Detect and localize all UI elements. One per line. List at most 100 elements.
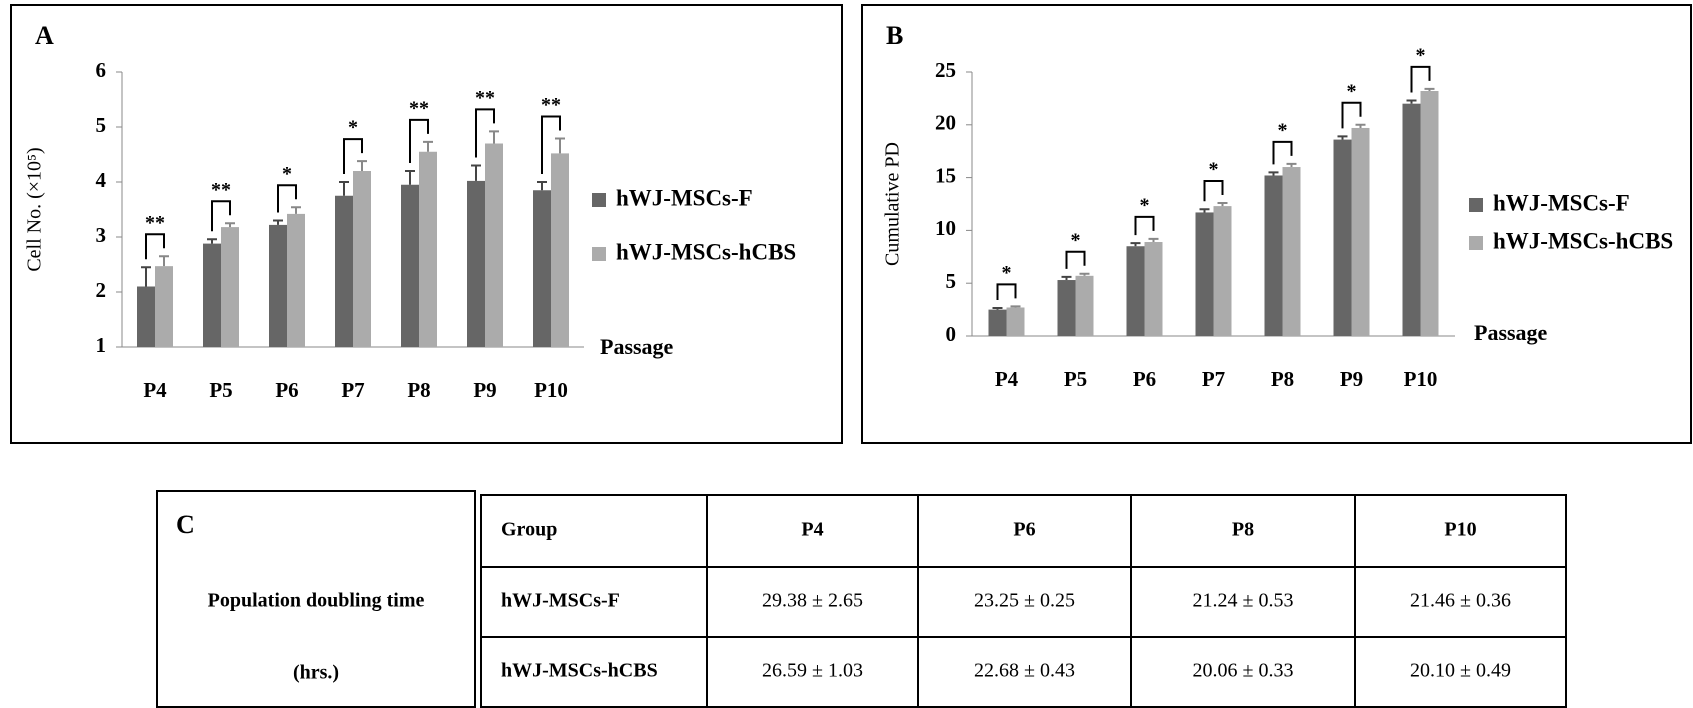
bar — [353, 171, 371, 347]
error-bar — [339, 182, 349, 196]
error-bar — [1131, 243, 1141, 246]
error-bar — [405, 171, 415, 185]
significance-label: ** — [145, 212, 165, 234]
table-cell: 22.68 ± 0.43 — [974, 660, 1075, 682]
legend-swatch — [1469, 236, 1483, 250]
table-cell: 29.38 ± 2.65 — [762, 590, 863, 612]
significance-bracket — [212, 201, 230, 231]
bar — [1403, 104, 1421, 336]
y-tick-label: 2 — [96, 278, 107, 302]
bar — [533, 190, 551, 347]
x-tick-label: P5 — [209, 378, 232, 402]
x-tick-label: P7 — [1202, 367, 1225, 391]
error-bar — [357, 161, 367, 171]
bar — [551, 153, 569, 347]
figure: A123456Cell No. (×10⁵)PassageP4**P5**P6*… — [0, 0, 1693, 708]
bar — [137, 287, 155, 348]
significance-label: * — [1347, 80, 1357, 102]
significance-label: * — [1140, 194, 1150, 216]
table-header: P8 — [1232, 519, 1254, 541]
error-bar — [1062, 277, 1072, 280]
significance-label: * — [1416, 44, 1426, 66]
legend-label: hWJ-MSCs-hCBS — [616, 239, 796, 264]
bar — [1145, 242, 1163, 336]
significance-label: ** — [211, 179, 231, 201]
bar — [1283, 167, 1301, 336]
x-tick-label: P6 — [275, 378, 298, 402]
bar — [401, 185, 419, 347]
error-bar — [159, 256, 169, 266]
x-axis-label: Passage — [1474, 320, 1548, 345]
significance-bracket — [1274, 142, 1292, 164]
bar — [1352, 128, 1370, 336]
error-bar — [1338, 136, 1348, 139]
panel-label: A — [35, 21, 54, 50]
table-header: P4 — [801, 519, 823, 541]
bar — [1058, 280, 1076, 336]
y-tick-label: 5 — [946, 269, 957, 293]
x-axis-label: Passage — [600, 334, 674, 359]
error-bar — [993, 308, 1003, 310]
y-axis-label: Cell No. (×10⁵) — [24, 147, 46, 271]
y-tick-label: 20 — [935, 111, 956, 135]
x-tick-label: P10 — [534, 378, 568, 402]
error-bar — [1218, 203, 1228, 206]
legend-swatch — [592, 247, 606, 261]
error-bar — [273, 221, 283, 225]
y-axis-label: Cumulative PD — [882, 142, 904, 266]
significance-label: * — [1071, 229, 1081, 251]
y-tick-label: 3 — [96, 223, 107, 247]
bar — [485, 144, 503, 348]
bar — [269, 225, 287, 347]
bar — [1127, 246, 1145, 336]
bar — [335, 196, 353, 347]
y-tick-label: 0 — [946, 322, 957, 346]
table-cell: 21.24 ± 0.53 — [1193, 590, 1294, 612]
bar — [419, 152, 437, 347]
x-tick-label: P5 — [1064, 367, 1087, 391]
table-header: Group — [501, 519, 557, 541]
error-bar — [1356, 125, 1366, 128]
panel-label: C — [176, 510, 195, 539]
x-tick-label: P7 — [341, 378, 364, 402]
table-cell: 23.25 ± 0.25 — [974, 590, 1075, 612]
bar — [1196, 212, 1214, 336]
bar — [1265, 175, 1283, 336]
bar — [1214, 206, 1232, 336]
significance-label: * — [1278, 119, 1288, 141]
legend-swatch — [592, 193, 606, 207]
error-bar — [207, 239, 217, 243]
y-tick-label: 4 — [96, 168, 107, 192]
x-tick-label: P10 — [1404, 367, 1438, 391]
table-cell: 26.59 ± 1.03 — [762, 660, 863, 682]
panel-label: B — [886, 21, 903, 50]
legend-swatch — [1469, 198, 1483, 212]
bar — [203, 244, 221, 347]
table-header: P6 — [1013, 519, 1035, 541]
legend-label: hWJ-MSCs-F — [616, 185, 753, 210]
error-bar — [555, 139, 565, 154]
significance-bracket — [344, 139, 362, 174]
table-cell: hWJ-MSCs-hCBS — [501, 660, 658, 682]
error-bar — [537, 182, 547, 190]
significance-bracket — [1205, 181, 1223, 201]
y-tick-label: 25 — [935, 58, 956, 82]
y-tick-label: 5 — [96, 113, 107, 137]
error-bar — [471, 166, 481, 181]
bar — [467, 181, 485, 347]
legend-label: hWJ-MSCs-F — [1493, 190, 1630, 215]
significance-bracket — [278, 185, 296, 212]
error-bar — [1149, 239, 1159, 242]
error-bar — [1080, 274, 1090, 276]
significance-label: * — [1209, 159, 1219, 181]
table-cell: hWJ-MSCs-F — [501, 590, 620, 612]
significance-label: * — [1002, 262, 1012, 284]
table-cell: 21.46 ± 0.36 — [1410, 590, 1511, 612]
error-bar — [291, 207, 301, 214]
bar — [1334, 140, 1352, 336]
error-bar — [1200, 209, 1210, 212]
x-tick-label: P8 — [407, 378, 430, 402]
legend-label: hWJ-MSCs-hCBS — [1493, 228, 1673, 253]
error-bar — [1269, 172, 1279, 175]
caption-line: (hrs.) — [293, 662, 339, 684]
